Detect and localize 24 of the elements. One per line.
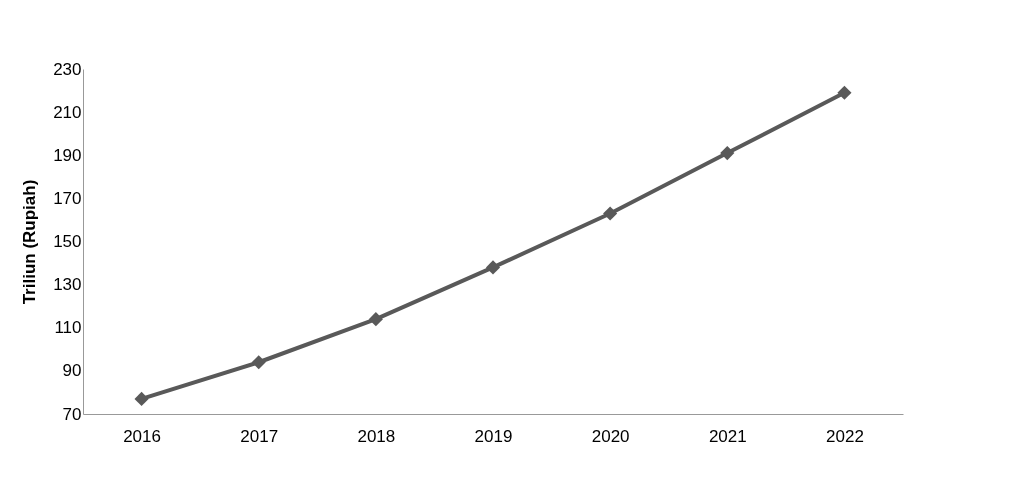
y-tick-label: 150 [53,232,82,251]
x-tick-label: 2018 [357,426,396,446]
x-tick-label: 2019 [474,426,513,446]
y-axis-title: Triliun (Rupiah) [20,179,40,305]
x-tick-label: 2020 [591,426,630,446]
y-tick-label: 130 [53,275,82,295]
y-tick-label: 190 [53,145,82,165]
x-tick-label: 2022 [826,426,864,446]
point [251,355,266,370]
point [485,260,501,275]
y-tick-label: 230 [53,59,82,79]
x-tick-label: 2021 [708,426,747,446]
y-tick-label: 70 [62,404,82,424]
y-tick-label: 170 [53,188,82,208]
point [720,146,735,161]
x-tick-label: 2017 [240,426,279,446]
y-tick-label: 110 [54,318,82,338]
y-tick-label: 90 [62,361,82,381]
x-tick-label: 2016 [123,426,161,446]
point [837,85,852,100]
y-tick-label: 210 [53,102,82,122]
point [134,391,149,406]
point [368,312,383,327]
point [603,206,618,221]
